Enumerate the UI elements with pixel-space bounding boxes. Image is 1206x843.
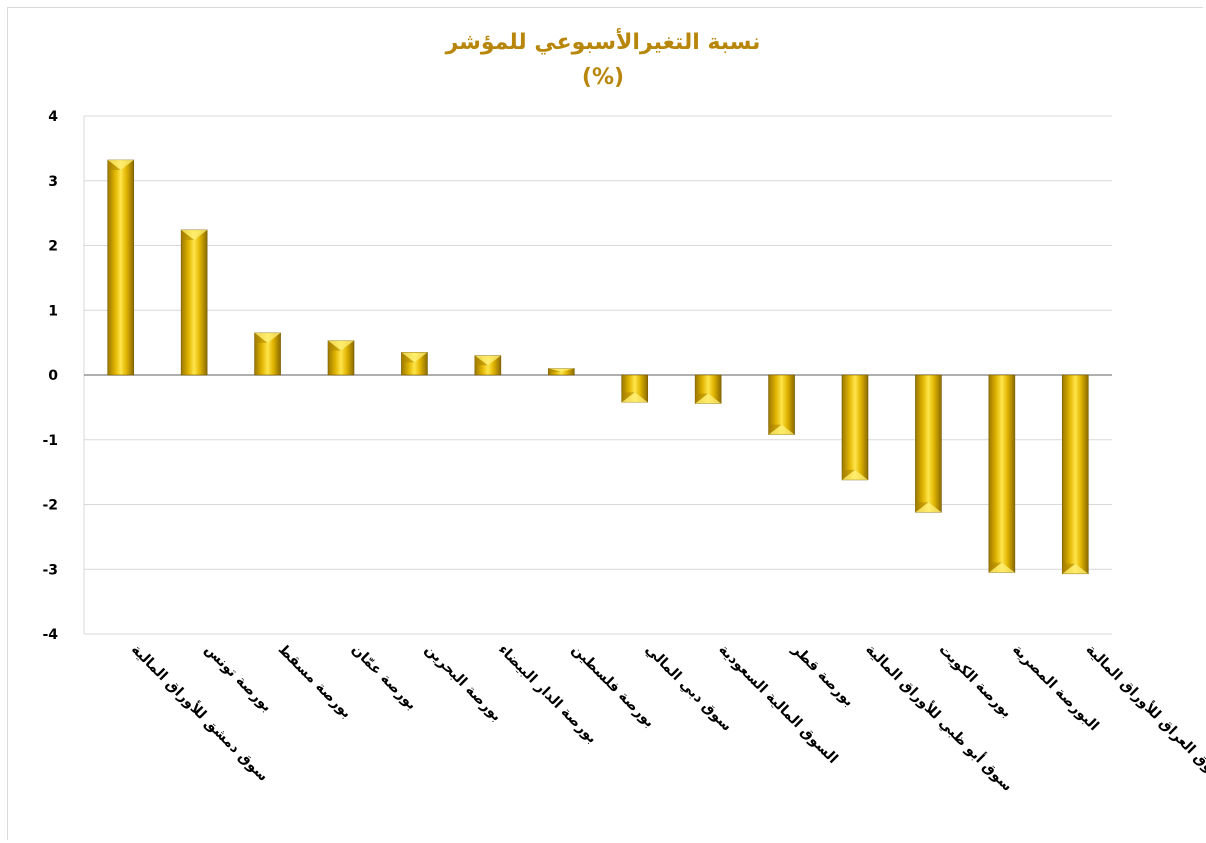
bar (474, 355, 502, 376)
bar (1061, 374, 1089, 575)
bar (694, 374, 722, 404)
bar (915, 374, 942, 513)
x-category-label: سوق العراق للأوراق المالية (1082, 641, 1206, 786)
bar (180, 229, 208, 376)
x-category-label: السوق المالية السعودية (715, 642, 840, 767)
x-category-label: بورصة قطر (788, 641, 857, 710)
chart-title: نسبة التغيرالأسبوعي للمؤشر (445, 30, 761, 55)
y-tick-label: 1 (48, 303, 58, 319)
bar (254, 332, 281, 376)
y-tick-label: 3 (48, 174, 58, 190)
x-category-label: بورصة عمّان (348, 642, 420, 714)
chart-frame (7, 7, 1203, 840)
chart-subtitle: (%) (581, 65, 625, 90)
bars (107, 159, 1089, 575)
bar (401, 352, 428, 376)
y-tick-label: 4 (48, 109, 58, 125)
y-tick-label: 0 (48, 368, 58, 384)
gridlines (83, 115, 1112, 635)
bar (841, 374, 869, 481)
y-tick-label: -2 (42, 498, 58, 514)
y-axis-tick-labels: 4 3 2 1 0 -1 -2 -3 -4 (42, 109, 58, 643)
x-category-label: بورصة الكويت (936, 642, 1015, 721)
y-tick-label: 2 (48, 239, 58, 255)
bar (107, 159, 135, 376)
bar (988, 374, 1016, 573)
y-tick-label: -1 (42, 433, 58, 449)
x-category-label: سوق أبو ظبي للأوراق المالية (862, 640, 1017, 795)
x-category-label: سوق دمشق للأوراق المالية (128, 641, 272, 785)
x-category-label: بورصة مسقط (275, 642, 355, 722)
bar (547, 368, 575, 376)
bar (768, 374, 795, 435)
bar (327, 340, 355, 376)
y-tick-label: -4 (42, 627, 58, 643)
x-category-label: بورصة البحرين (422, 642, 505, 725)
x-category-label: بورصة تونس (201, 642, 275, 716)
bar (621, 374, 649, 403)
y-tick-label: -3 (42, 562, 58, 578)
